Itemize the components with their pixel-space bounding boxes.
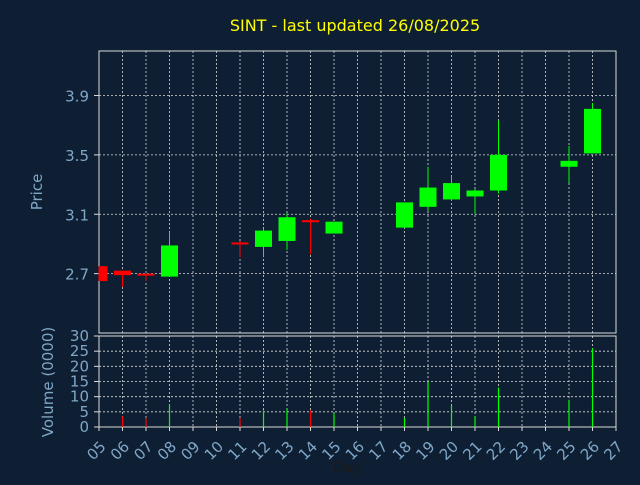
candle-body [137,273,155,276]
candle [443,175,460,201]
volume-axis-label: Volume (0000) [39,327,57,437]
candle [161,232,178,277]
candle-body [99,266,108,282]
candle [98,266,108,282]
candle [137,273,155,282]
candle-body [278,217,296,241]
price-tick-label: 3.9 [65,88,89,106]
candle [466,189,484,215]
candle [255,229,272,258]
candle-body [325,221,343,234]
candle [278,212,296,250]
price-panel: 2.7 3.1 3.5 3.9 [65,50,617,334]
volume-tick-label: 5 [79,403,89,421]
candle-body [490,154,507,191]
candle [325,221,343,234]
candle-body [419,187,437,207]
candle [560,145,578,184]
volume-tick-label: 20 [70,357,89,375]
volume-tick-label: 15 [70,373,89,391]
volume-tick-label: 25 [70,342,89,360]
candle [231,240,249,258]
candle-body [466,190,484,197]
candle [584,102,601,154]
price-tick-label: 2.7 [65,266,89,284]
candle [302,218,319,255]
x-axis-label: Day [333,460,361,476]
volume-tick-label: 0 [79,418,89,436]
candle-body [161,245,178,277]
candle [419,166,437,212]
candle-body [396,202,413,228]
price-axis-label: Price [28,174,46,211]
candle-body [302,220,319,223]
candle-body [114,270,131,276]
candle-body [443,183,460,200]
price-tick-label: 3.1 [65,206,89,224]
candle [490,120,507,194]
chart-title: SINT - last updated 26/08/2025 [230,16,480,35]
candle-body [255,230,272,247]
candle-body [231,242,249,245]
candle-body [560,160,578,167]
volume-tick-label: 30 [70,327,89,345]
candle-body [584,108,601,154]
volume-tick-label: 10 [70,388,89,406]
candle [396,202,413,228]
price-tick-label: 3.5 [65,147,89,165]
candle [114,270,131,287]
